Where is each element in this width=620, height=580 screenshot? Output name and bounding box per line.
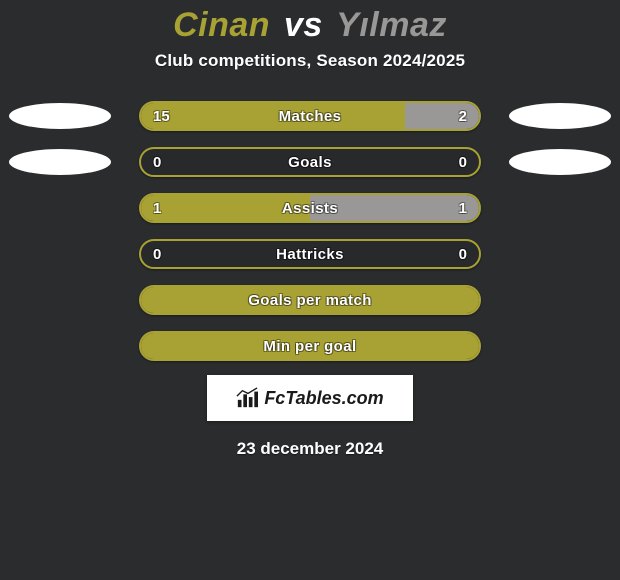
stat-row: 152Matches (0, 101, 620, 131)
stat-bar: 11Assists (139, 193, 481, 223)
stat-bar: Goals per match (139, 285, 481, 315)
player1-avatar-oval (9, 103, 111, 129)
page-title: Cinan vs Yılmaz (0, 6, 620, 45)
player1-name: Cinan (173, 6, 270, 44)
stat-row: 00Goals (0, 147, 620, 177)
player2-avatar-oval (509, 103, 611, 129)
player2-name: Yılmaz (336, 6, 447, 44)
stat-label: Assists (141, 195, 479, 221)
player1-avatar-oval (9, 149, 111, 175)
stat-label: Min per goal (141, 333, 479, 359)
stat-label: Matches (141, 103, 479, 129)
player2-avatar-oval (509, 149, 611, 175)
chart-icon (236, 387, 258, 409)
logo-text: FcTables.com (264, 388, 383, 409)
stat-label: Goals per match (141, 287, 479, 313)
stat-bar: Min per goal (139, 331, 481, 361)
stat-rows: 152Matches 00Goals 11Assists 00Hattricks Goa… (0, 101, 620, 361)
vs-separator: vs (284, 6, 323, 44)
stat-row: 00Hattricks (0, 239, 620, 269)
comparison-panel: Cinan vs Yılmaz Club competitions, Seaso… (0, 0, 620, 580)
stat-bar: 152Matches (139, 101, 481, 131)
stat-bar: 00Hattricks (139, 239, 481, 269)
fctables-logo-box: FcTables.com (207, 375, 413, 421)
subtitle-text: Club competitions, Season 2024/2025 (155, 51, 465, 70)
subtitle: Club competitions, Season 2024/2025 (0, 51, 620, 71)
stat-label: Goals (141, 149, 479, 175)
date-text: 23 december 2024 (0, 439, 620, 459)
stat-row: 11Assists (0, 193, 620, 223)
stat-bar: 00Goals (139, 147, 481, 177)
stat-row: Min per goal (0, 331, 620, 361)
stat-label: Hattricks (141, 241, 479, 267)
stat-row: Goals per match (0, 285, 620, 315)
